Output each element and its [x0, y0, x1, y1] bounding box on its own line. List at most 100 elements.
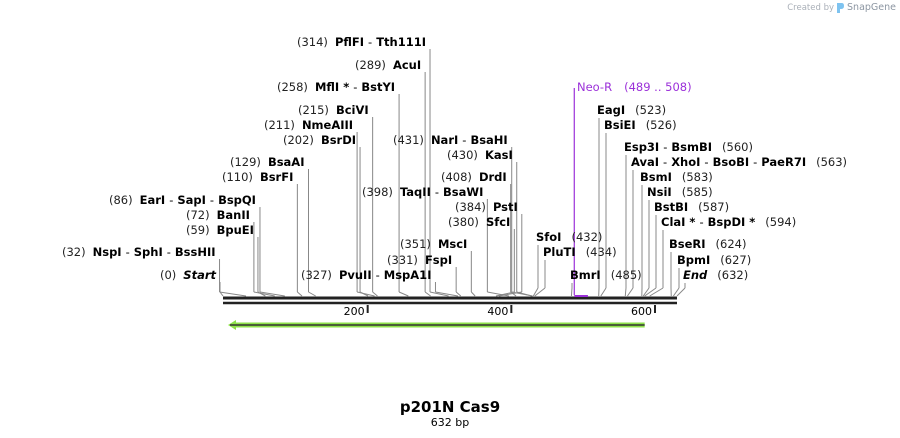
enzyme-name[interactable]: DrdI	[478, 170, 507, 184]
site-position: (59)	[186, 223, 210, 237]
enzyme-name[interactable]: NarI	[430, 133, 459, 147]
separator: -	[166, 245, 171, 259]
enzyme-name[interactable]: BsaAI	[267, 155, 305, 169]
enzyme-name[interactable]: NmeAIII	[301, 118, 354, 132]
restriction-site-label[interactable]: (72) BanII	[186, 208, 250, 222]
restriction-site-label[interactable]: (327) PvuII - MspA1I	[301, 268, 431, 282]
enzyme-name[interactable]: NspI	[92, 245, 122, 259]
enzyme-name[interactable]: MflI *	[314, 80, 350, 94]
restriction-site-label[interactable]: (331) FspI	[387, 253, 452, 267]
restriction-site-label[interactable]: (258) MflI * - BstYI	[277, 80, 395, 94]
separator: -	[434, 185, 440, 199]
enzyme-name[interactable]: BseRI	[669, 237, 706, 251]
restriction-site-label[interactable]: (398) TaqII - BsaWI	[362, 185, 483, 199]
site-position: (523)	[635, 103, 667, 117]
restriction-site-label[interactable]: BsiEI (526)	[604, 118, 677, 132]
enzyme-name[interactable]: ClaI *	[661, 215, 696, 229]
enzyme-name[interactable]: PaeR7I	[761, 155, 807, 169]
restriction-site-label[interactable]: NsiI (585)	[647, 185, 713, 199]
enzyme-name[interactable]: BsaWI	[443, 185, 484, 199]
restriction-site-label[interactable]: BmrI (485)	[570, 268, 642, 282]
restriction-site-label[interactable]: EagI (523)	[597, 103, 666, 117]
enzyme-name[interactable]: PflFI	[334, 35, 365, 49]
restriction-site-label[interactable]: (215) BciVI	[298, 103, 369, 117]
enzyme-name[interactable]: BsrFI	[259, 170, 294, 184]
separator: -	[209, 193, 215, 207]
enzyme-name[interactable]: BciVI	[335, 103, 369, 117]
enzyme-name[interactable]: Start	[183, 268, 217, 282]
restriction-site-label[interactable]: PluTI (434)	[543, 245, 617, 259]
restriction-site-label[interactable]: (314) PflFI - Tth111I	[297, 35, 426, 49]
separator: -	[699, 215, 704, 229]
enzyme-name[interactable]: SfcI	[485, 215, 511, 229]
restriction-site-label[interactable]: (202) BsrDI	[283, 133, 356, 147]
enzyme-name[interactable]: BanII	[216, 208, 250, 222]
enzyme-name[interactable]: AvaI	[631, 155, 660, 169]
restriction-site-label[interactable]: (384) PstI	[455, 200, 518, 214]
restriction-site-label[interactable]: BsmI (583)	[640, 170, 713, 184]
sequence-name: p201N Cas9	[399, 398, 501, 416]
restriction-site-label[interactable]: (351) MscI	[400, 237, 467, 251]
enzyme-name[interactable]: PstI	[492, 200, 518, 214]
enzyme-name[interactable]: BsmI	[640, 170, 672, 184]
enzyme-name[interactable]: TaqII	[399, 185, 431, 199]
restriction-site-label[interactable]: (110) BsrFI	[222, 170, 293, 184]
restriction-site-label[interactable]: (59) BpuEI	[186, 223, 254, 237]
restriction-site-label[interactable]: BpmI (627)	[677, 253, 751, 267]
enzyme-name[interactable]: MscI	[437, 237, 468, 251]
restriction-site-label[interactable]: (0) Start	[160, 268, 216, 282]
snapgene-logo-icon	[837, 2, 845, 13]
enzyme-name[interactable]: MspA1I	[383, 268, 432, 282]
enzyme-name[interactable]: EagI	[597, 103, 626, 117]
enzyme-name[interactable]: BsaHI	[470, 133, 508, 147]
enzyme-name[interactable]: SphI	[133, 245, 163, 259]
enzyme-name[interactable]: BsoBI	[712, 155, 750, 169]
restriction-site-label[interactable]: AvaI - XhoI - BsoBI - PaeR7I (563)	[631, 155, 847, 169]
site-position: (32)	[62, 245, 86, 259]
enzyme-name[interactable]: KasI	[484, 148, 513, 162]
enzyme-name[interactable]: XhoI	[671, 155, 701, 169]
feature-label-neo-r[interactable]: Neo-R (489 .. 508)	[577, 80, 692, 94]
restriction-site-label[interactable]: BstBI (587)	[654, 200, 729, 214]
restriction-site-label[interactable]: (129) BsaAI	[230, 155, 305, 169]
enzyme-name[interactable]: SfoI	[536, 230, 562, 244]
enzyme-name[interactable]: Tth111I	[376, 35, 427, 49]
restriction-site-label[interactable]: (431) NarI - BsaHI	[393, 133, 508, 147]
enzyme-name[interactable]: BsrDI	[320, 133, 357, 147]
enzyme-name[interactable]: BpmI	[677, 253, 711, 267]
restriction-site-label[interactable]: Esp3I - BsmBI (560)	[624, 140, 753, 154]
enzyme-name[interactable]: BstYI	[361, 80, 396, 94]
restriction-site-label[interactable]: (380) SfcI	[448, 215, 510, 229]
enzyme-name[interactable]: End	[683, 268, 708, 282]
restriction-site-label[interactable]: End (632)	[683, 268, 748, 282]
enzyme-name[interactable]: EarI	[139, 193, 166, 207]
enzyme-name[interactable]: BmrI	[570, 268, 601, 282]
enzyme-name[interactable]: FspI	[424, 253, 453, 267]
enzyme-name[interactable]: BsiEI	[604, 118, 636, 132]
site-position: (485)	[610, 268, 642, 282]
restriction-site-label[interactable]: (430) KasI	[447, 148, 513, 162]
enzyme-name[interactable]: AcuI	[392, 58, 422, 72]
enzyme-name[interactable]: NsiI	[647, 185, 672, 199]
restriction-site-label[interactable]: (32) NspI - SphI - BssHII	[62, 245, 216, 259]
enzyme-name[interactable]: PvuII	[338, 268, 372, 282]
restriction-site-label[interactable]: (289) AcuI	[355, 58, 421, 72]
restriction-site-label[interactable]: SfoI (432)	[536, 230, 602, 244]
site-position: (327)	[301, 268, 332, 282]
enzyme-name[interactable]: BsmBI	[671, 140, 713, 154]
restriction-site-label[interactable]: (86) EarI - SapI - BspQI	[109, 193, 256, 207]
restriction-site-label[interactable]: (211) NmeAIII	[264, 118, 353, 132]
restriction-site-label[interactable]: (408) DrdI	[441, 170, 507, 184]
enzyme-name[interactable]: BssHII	[174, 245, 216, 259]
enzyme-name[interactable]: Esp3I	[624, 140, 660, 154]
site-position: (563)	[816, 155, 848, 169]
enzyme-name[interactable]: PluTI	[543, 245, 576, 259]
enzyme-name[interactable]: BspQI	[218, 193, 256, 207]
enzyme-name[interactable]: SapI	[177, 193, 206, 207]
enzyme-name[interactable]: BstBI	[654, 200, 689, 214]
enzyme-name[interactable]: BpuEI	[216, 223, 254, 237]
enzyme-name[interactable]: BspDI *	[707, 215, 756, 229]
restriction-site-label[interactable]: BseRI (624)	[669, 237, 746, 251]
sequence-length: 632 bp	[430, 416, 470, 429]
restriction-site-label[interactable]: ClaI * - BspDI * (594)	[661, 215, 796, 229]
